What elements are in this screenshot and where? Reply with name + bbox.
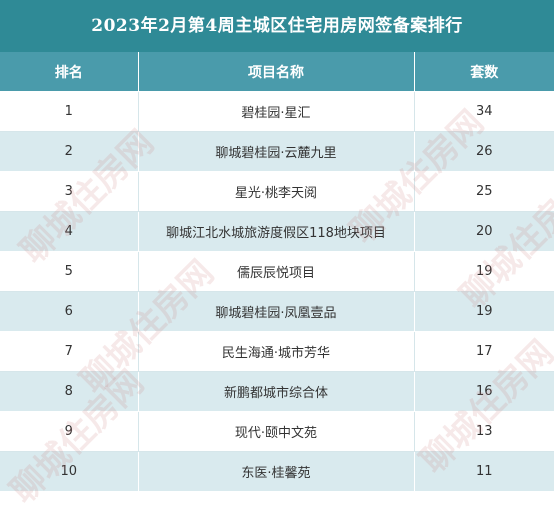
rank-cell: 8 [0, 371, 139, 412]
table-row: 2 聊城碧桂园·云麓九里 26 [0, 131, 554, 172]
table-row: 10 东医·桂馨苑 11 [0, 451, 554, 492]
table-row: 1 碧桂园·星汇 34 [0, 91, 554, 132]
rank-cell: 9 [0, 411, 139, 452]
column-header-units: 套数 [414, 52, 554, 92]
table-row: 6 聊城碧桂园·凤凰壹品 19 [0, 291, 554, 332]
units-cell: 11 [414, 451, 554, 492]
project-cell: 星光·桃李天阅 [138, 171, 415, 212]
rank-cell: 6 [0, 291, 139, 332]
units-cell: 19 [414, 251, 554, 292]
rank-cell: 10 [0, 451, 139, 492]
project-cell: 现代·颐中文苑 [138, 411, 415, 452]
units-cell: 26 [414, 131, 554, 172]
units-cell: 19 [414, 291, 554, 332]
rank-cell: 4 [0, 211, 139, 252]
project-cell: 聊城碧桂园·凤凰壹品 [138, 291, 415, 332]
table-row: 4 聊城江北水城旅游度假区118地块项目 20 [0, 211, 554, 252]
table-row: 3 星光·桃李天阅 25 [0, 171, 554, 212]
project-cell: 碧桂园·星汇 [138, 91, 415, 132]
ranking-table: 排名 项目名称 套数 1 碧桂园·星汇 34 2 聊城碧桂园·云麓九里 26 3… [0, 52, 554, 492]
units-cell: 20 [414, 211, 554, 252]
page-title: 2023年2月第4周主城区住宅用房网签备案排行 [0, 0, 554, 52]
rank-cell: 5 [0, 251, 139, 292]
table-row: 9 现代·颐中文苑 13 [0, 411, 554, 452]
units-cell: 16 [414, 371, 554, 412]
project-cell: 东医·桂馨苑 [138, 451, 415, 492]
project-cell: 新鹏都城市综合体 [138, 371, 415, 412]
project-cell: 聊城碧桂园·云麓九里 [138, 131, 415, 172]
project-cell: 民生海通·城市芳华 [138, 331, 415, 372]
rank-cell: 1 [0, 91, 139, 132]
table-row: 7 民生海通·城市芳华 17 [0, 331, 554, 372]
units-cell: 34 [414, 91, 554, 132]
units-cell: 17 [414, 331, 554, 372]
table-row: 5 儒辰辰悦项目 19 [0, 251, 554, 292]
table-header-row: 排名 项目名称 套数 [0, 52, 554, 92]
rank-cell: 7 [0, 331, 139, 372]
column-header-rank: 排名 [0, 52, 139, 92]
project-cell: 儒辰辰悦项目 [138, 251, 415, 292]
units-cell: 13 [414, 411, 554, 452]
column-header-project: 项目名称 [138, 52, 415, 92]
units-cell: 25 [414, 171, 554, 212]
table-row: 8 新鹏都城市综合体 16 [0, 371, 554, 412]
rank-cell: 3 [0, 171, 139, 212]
project-cell: 聊城江北水城旅游度假区118地块项目 [138, 211, 415, 252]
rank-cell: 2 [0, 131, 139, 172]
